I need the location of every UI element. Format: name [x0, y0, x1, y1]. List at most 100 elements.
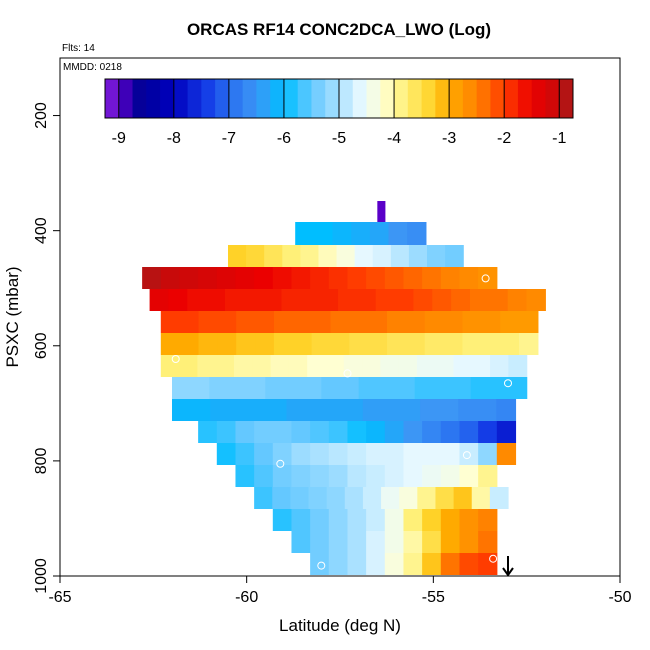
heatmap-cell [328, 531, 349, 553]
heatmap-cell [366, 509, 386, 531]
colorbar-swatch [462, 79, 478, 118]
heatmap-cell [399, 487, 418, 509]
heatmap-cell [160, 311, 181, 333]
flight-track-point [481, 274, 490, 283]
colorbar-swatch [366, 79, 381, 118]
heatmap-cell [403, 509, 423, 531]
heatmap-cell [490, 355, 509, 377]
heatmap-cell [291, 465, 311, 487]
heatmap-cell [427, 245, 446, 267]
heatmap-cell [273, 333, 294, 355]
heatmap-cell [422, 421, 442, 443]
heatmap-cell [459, 531, 479, 553]
colorbar-swatch [105, 79, 120, 118]
heatmap-cell [508, 355, 528, 377]
y-tick-label: 400 [33, 217, 50, 244]
heatmap-cell [500, 333, 520, 355]
heatmap-cell [210, 399, 230, 421]
colorbar-swatch [132, 79, 147, 118]
heatmap-cell [282, 245, 301, 267]
heatmap-cell [408, 245, 428, 267]
heatmap-cell [470, 377, 490, 399]
heatmap-cell [168, 289, 188, 311]
colorbar-tick-label: -6 [277, 130, 291, 147]
heatmap-cell [347, 509, 367, 531]
colorbar-swatch [490, 79, 505, 118]
heatmap-cell [172, 377, 192, 399]
heatmap-cell [400, 399, 421, 421]
colorbar-swatch [283, 79, 299, 118]
heatmap-cell [414, 377, 434, 399]
heatmap-cell [384, 465, 405, 487]
colorbar-swatch [270, 79, 285, 118]
heatmap-cell [366, 443, 386, 465]
heatmap-cell [377, 377, 397, 399]
colorbar-tick-label: -9 [112, 130, 126, 147]
heatmap-cell [246, 377, 266, 399]
heatmap-cell [215, 355, 235, 377]
heatmap-cell [390, 245, 410, 267]
heatmap-cell [471, 355, 491, 377]
heatmap-cell [310, 531, 330, 553]
heatmap-cell [478, 267, 498, 289]
colorbar-swatch [504, 79, 519, 118]
heatmap-cell [496, 443, 517, 465]
flight-track-point [403, 214, 412, 222]
heatmap-cell [179, 311, 200, 333]
heatmap-cell [420, 399, 440, 421]
heatmap-cell [500, 311, 520, 333]
heatmap-cell [403, 553, 423, 575]
heatmap-cell [459, 465, 479, 487]
x-tick-label: -60 [235, 589, 258, 606]
heatmap-cell [343, 399, 364, 421]
heatmap-cell [369, 222, 390, 245]
heatmap-cell [451, 289, 471, 311]
heatmap-cell [328, 465, 349, 487]
colorbar-swatch [407, 79, 423, 118]
heatmap-cell [453, 487, 473, 509]
heatmap-cell [187, 289, 207, 311]
heatmap-cell [295, 222, 315, 245]
heatmap-cell [291, 531, 311, 553]
heatmap-cell [452, 377, 472, 399]
heatmap-cell [424, 333, 445, 355]
flight-track-point [317, 561, 326, 570]
heatmap-cell [340, 377, 360, 399]
heatmap-cell [424, 311, 445, 333]
heatmap-cell [236, 333, 256, 355]
colorbar-swatch [242, 79, 257, 118]
heatmap-cell [321, 377, 341, 399]
heatmap-cell [347, 421, 367, 443]
flight-track-point [343, 369, 352, 378]
heatmap-cell [462, 311, 482, 333]
heatmap-cell [272, 267, 293, 289]
colorbar: -9 -8 -7 -6 -5 -4 -3 -2 -1 [104, 78, 574, 147]
heatmap-cell [217, 311, 237, 333]
flight-track-point [548, 214, 557, 222]
colorbar-swatch [228, 79, 244, 118]
heatmap-cell [255, 333, 275, 355]
colorbar-swatch [215, 79, 230, 118]
heatmap-cell [387, 311, 407, 333]
heatmap-cell [384, 509, 405, 531]
heatmap-cell [313, 222, 334, 245]
heatmap-cell [478, 443, 498, 465]
colorbar-tick-label: -4 [387, 130, 401, 147]
heatmap-cell [403, 531, 423, 553]
heatmap-cell [272, 509, 293, 531]
heatmap-cell [481, 333, 501, 355]
heatmap-cell [191, 399, 211, 421]
heatmap-cell [328, 421, 349, 443]
flight-track-point [489, 554, 498, 563]
heatmap-cell [351, 222, 371, 245]
heatmap-cell [413, 289, 433, 311]
colorbar-swatch [118, 79, 134, 118]
heatmap-cell [254, 487, 273, 509]
heatmap-cell [366, 267, 386, 289]
heatmap-cell [216, 267, 237, 289]
heatmap-cell [336, 245, 356, 267]
heatmap-cell [366, 553, 386, 575]
heatmap-cell [396, 377, 416, 399]
heatmap-cell [422, 267, 442, 289]
